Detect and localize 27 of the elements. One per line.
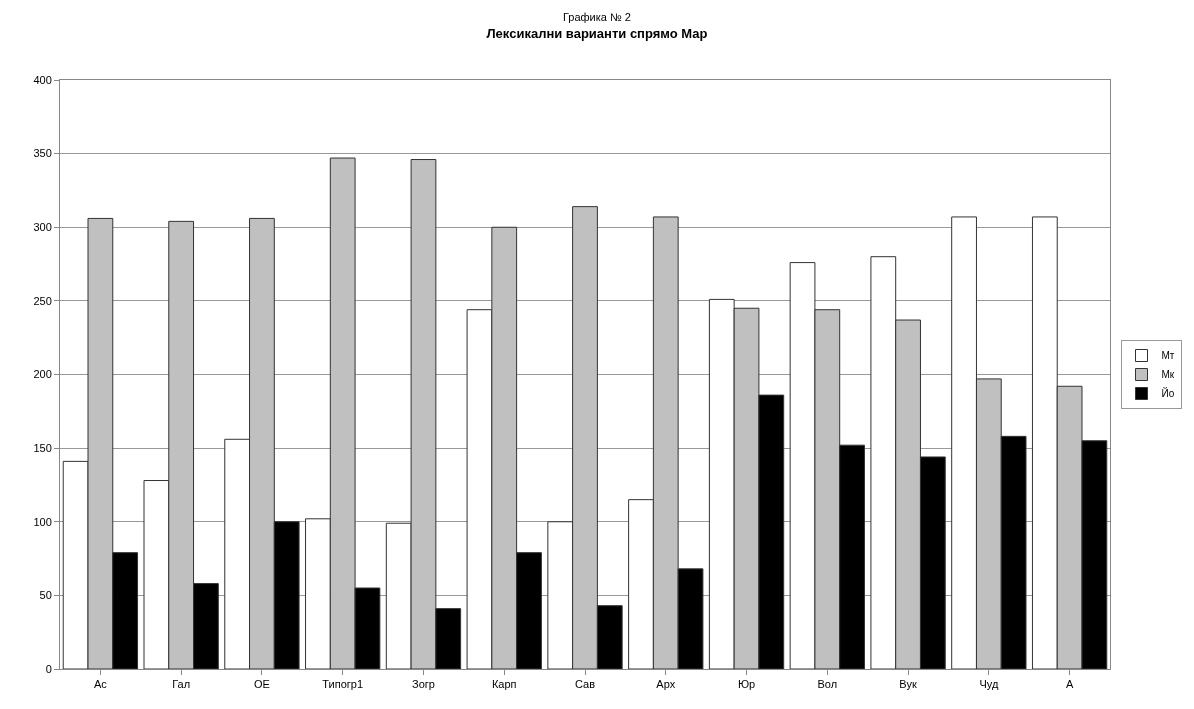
y-tick-label: 100 [33, 515, 52, 528]
x-tick-label: Арх [656, 678, 676, 691]
y-tick-label: 0 [45, 662, 52, 675]
chart-title: Лексикални варианти спрямо Мар [486, 26, 708, 42]
y-tick-label: 400 [33, 73, 52, 86]
chart-subtitle: Графика № 2 [563, 11, 631, 24]
x-tick-label: А [1065, 678, 1074, 691]
x-tick-label: Ас [93, 678, 108, 691]
y-tick-label: 250 [33, 294, 52, 307]
legend-label: Йо [1161, 387, 1175, 400]
x-tick-label: Вук [899, 678, 918, 691]
x-tick-label: Вол [817, 678, 838, 691]
legend-label: Мк [1161, 369, 1175, 381]
y-tick-label: 300 [33, 221, 52, 234]
x-tick-label: Типогр1 [322, 678, 364, 691]
legend-label: Мт [1161, 350, 1175, 362]
x-tick-label: Гал [172, 678, 191, 691]
x-tick-label: Чуд [979, 678, 999, 691]
y-tick-label: 50 [39, 589, 52, 602]
x-tick-label: Сав [574, 678, 596, 691]
y-tick-label: 350 [33, 147, 52, 160]
x-tick-label: Зогр [412, 678, 435, 691]
y-tick-label: 150 [33, 441, 52, 454]
x-tick-label: ОЕ [253, 678, 270, 691]
y-tick-label: 200 [33, 368, 52, 381]
x-tick-label: Карп [491, 678, 517, 691]
x-tick-label: Юр [737, 678, 756, 691]
